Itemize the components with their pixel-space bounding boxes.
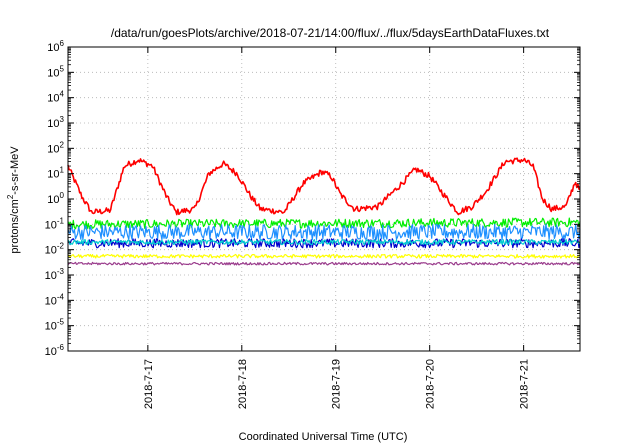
y-axis-label: protons/cm2-s-sr-MeV: [6, 146, 21, 254]
y-tick-label: 100: [47, 191, 64, 206]
y-tick-label: 10-4: [45, 292, 65, 307]
x-axis: 2018-7-17 2018-7-18 2018-7-19 2018-7-20 2018…: [143, 47, 531, 409]
y-tick-label: 103: [47, 115, 64, 130]
y-tick-label: 105: [47, 64, 64, 79]
series-line: [67, 261, 581, 266]
y-tick-label: 101: [47, 166, 64, 181]
y-tick-label: 10-1: [45, 216, 65, 231]
y-axis: 10-6 10-5 10-4 10-3 10-2 10-1 100 101 102 103 104 1…: [45, 39, 580, 358]
x-tick-label: 2018-7-19: [331, 359, 343, 409]
y-tick-label: 102: [47, 140, 64, 155]
series-line: [67, 238, 580, 246]
x-tick-label: 2018-7-21: [519, 359, 531, 409]
series-line: [67, 223, 581, 241]
plot-area: [67, 157, 581, 266]
y-tick-label: 10-3: [45, 267, 65, 282]
x-tick-label: 2018-7-20: [425, 359, 437, 409]
series-line: [67, 253, 581, 259]
y-tick-label: 10-6: [45, 343, 65, 358]
y-tick-label: 104: [47, 90, 64, 105]
chart-title: /data/run/goesPlots/archive/2018-07-21/1…: [111, 26, 550, 40]
grid-lines: [68, 47, 580, 351]
y-tick-label: 10-5: [45, 318, 65, 333]
y-tick-label: 10-2: [45, 242, 65, 257]
series-line: [67, 157, 581, 216]
y-tick-label: 106: [47, 39, 64, 54]
x-tick-label: 2018-7-18: [237, 359, 249, 409]
x-tick-label: 2018-7-17: [143, 359, 155, 409]
x-axis-label: Coordinated Universal Time (UTC): [239, 431, 408, 443]
